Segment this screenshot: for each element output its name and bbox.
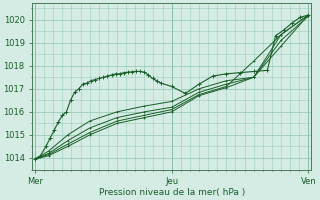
X-axis label: Pression niveau de la mer( hPa ): Pression niveau de la mer( hPa ) <box>99 188 245 197</box>
